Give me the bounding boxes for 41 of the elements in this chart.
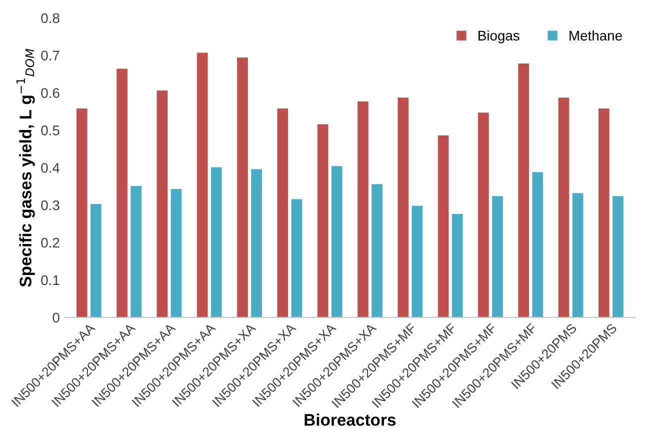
bar [156, 90, 168, 318]
bar [492, 196, 503, 318]
y-tick-label: 0.7 [41, 50, 60, 60]
y-tick-label: 0.3 [41, 200, 60, 210]
bar [170, 188, 182, 318]
bar [277, 108, 288, 318]
y-tick-label: 0.1 [41, 275, 60, 286]
bar [558, 98, 570, 318]
legend-label: Biogas [478, 30, 520, 44]
bar [598, 108, 610, 318]
bar [412, 206, 423, 318]
bar [130, 186, 142, 318]
bar [116, 68, 128, 318]
bar [358, 101, 368, 318]
y-axis-title: Specific gases yield, L g$^{−1}$$_{DOM}$ [16, 48, 35, 287]
bar [237, 58, 248, 318]
y-tick-label: 0.4 [41, 162, 60, 173]
bar [90, 204, 102, 318]
bar [478, 112, 489, 318]
bar [452, 214, 463, 318]
y-tick-label: 0.5 [41, 126, 60, 136]
bar [210, 167, 222, 318]
bar [317, 124, 328, 318]
bar [612, 196, 624, 318]
bar [291, 199, 302, 318]
bar [251, 169, 262, 318]
bar [76, 108, 88, 318]
legend-label: Methane [570, 30, 622, 41]
y-tick-label: 0.8 [41, 13, 60, 24]
y-tick-label: 0.6 [41, 88, 60, 98]
x-axis-title: Bioreactors [304, 414, 396, 426]
y-tick-label: 0.2 [41, 238, 60, 248]
bar [532, 172, 544, 318]
bar [372, 184, 382, 318]
bar [196, 52, 208, 318]
bar [572, 193, 584, 318]
bar [438, 135, 449, 318]
bar [398, 98, 409, 318]
y-tick-label: 0 [52, 312, 60, 323]
bar [518, 64, 530, 318]
bar [331, 166, 342, 318]
